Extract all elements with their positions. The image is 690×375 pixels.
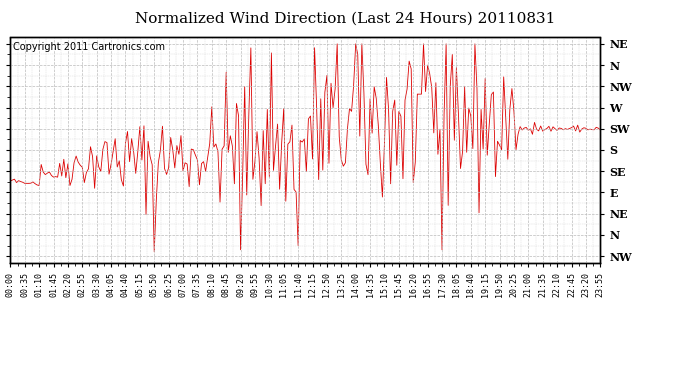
Text: Copyright 2011 Cartronics.com: Copyright 2011 Cartronics.com xyxy=(13,42,166,52)
Text: Normalized Wind Direction (Last 24 Hours) 20110831: Normalized Wind Direction (Last 24 Hours… xyxy=(135,11,555,25)
